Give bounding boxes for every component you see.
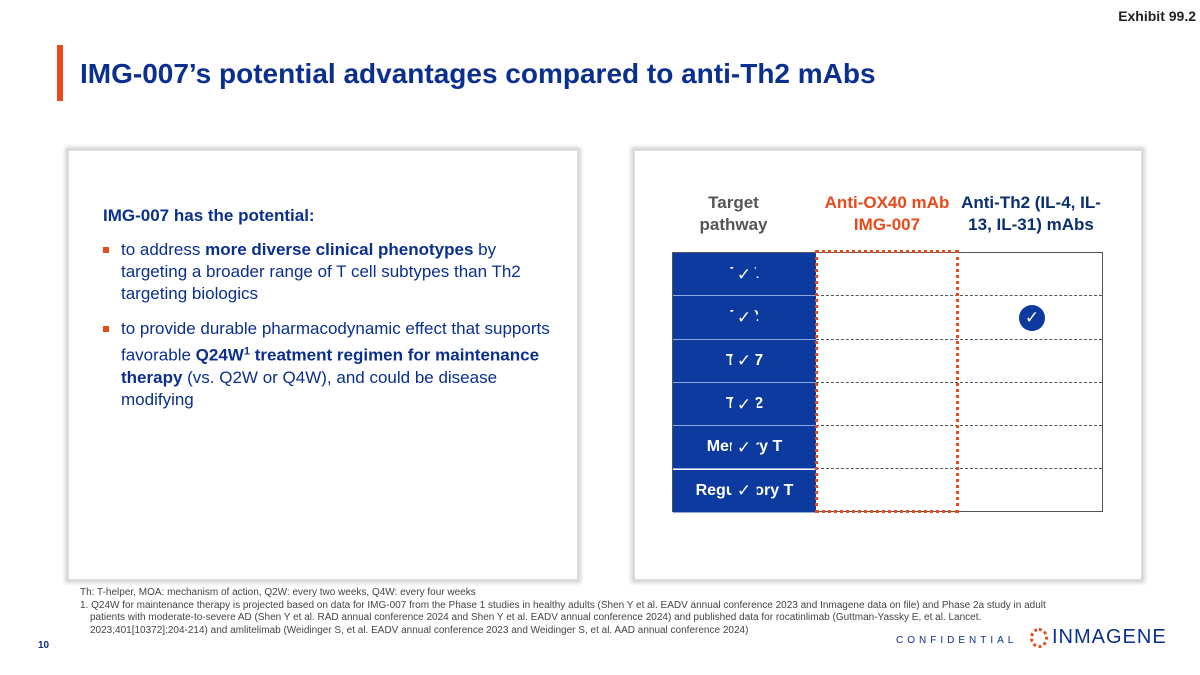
check-icon: ✓ <box>731 434 757 461</box>
potential-panel: IMG-007 has the potential: to address mo… <box>68 150 578 580</box>
page-number: 10 <box>38 640 50 651</box>
check-icon: ✓ <box>731 261 757 288</box>
check-icon: ✓ <box>731 391 757 418</box>
row-divider <box>816 295 1102 297</box>
inmagene-logo: INMAGENE <box>1030 626 1167 649</box>
table-row: Regulatory T✓ <box>673 469 1102 513</box>
header-target-pathway: Target pathway <box>699 193 768 234</box>
footnote-abbreviations: Th: T-helper, MOA: mechanism of action, … <box>80 587 476 598</box>
img007-highlight-border <box>815 250 959 513</box>
row-label: Th17 <box>673 339 816 383</box>
table-row: Th1✓ <box>673 253 1102 297</box>
exhibit-label: Exhibit 99.2 <box>1118 8 1196 24</box>
row-divider <box>816 425 1102 427</box>
footnotes: Th: T-helper, MOA: mechanism of action, … <box>80 587 1080 637</box>
table-row: Th22✓ <box>673 382 1102 427</box>
table-row: Th17✓ <box>673 339 1102 383</box>
check-icon: ✓ <box>1019 304 1045 331</box>
potential-heading: IMG-007 has the potential: <box>103 206 315 225</box>
table-row: Th2✓✓ <box>673 296 1102 340</box>
bullet-item: to address more diverse clinical phenoty… <box>103 239 553 305</box>
header-anti-th2: Anti-Th2 (IL-4, IL-13, IL-31) mAbs <box>961 193 1101 234</box>
header-img007: Anti-OX40 mAb IMG-007 <box>824 193 950 234</box>
bullet-item: to provide durable pharmacodynamic effec… <box>103 318 553 411</box>
check-icon: ✓ <box>731 304 757 331</box>
row-divider <box>816 468 1102 470</box>
row-divider <box>816 381 1102 383</box>
row-divider <box>816 338 1102 340</box>
table-row: Memory T✓ <box>673 426 1102 470</box>
confidential-label: CONFIDENTIAL <box>896 635 1018 646</box>
footnote-1: 1. Q24W for maintenance therapy is proje… <box>80 599 1046 636</box>
page-title: IMG-007’s potential advantages compared … <box>80 58 876 89</box>
check-icon: ✓ <box>731 478 757 505</box>
title-accent-bar <box>57 45 63 101</box>
logo-mark-icon <box>1030 627 1048 648</box>
check-icon: ✓ <box>731 348 757 375</box>
